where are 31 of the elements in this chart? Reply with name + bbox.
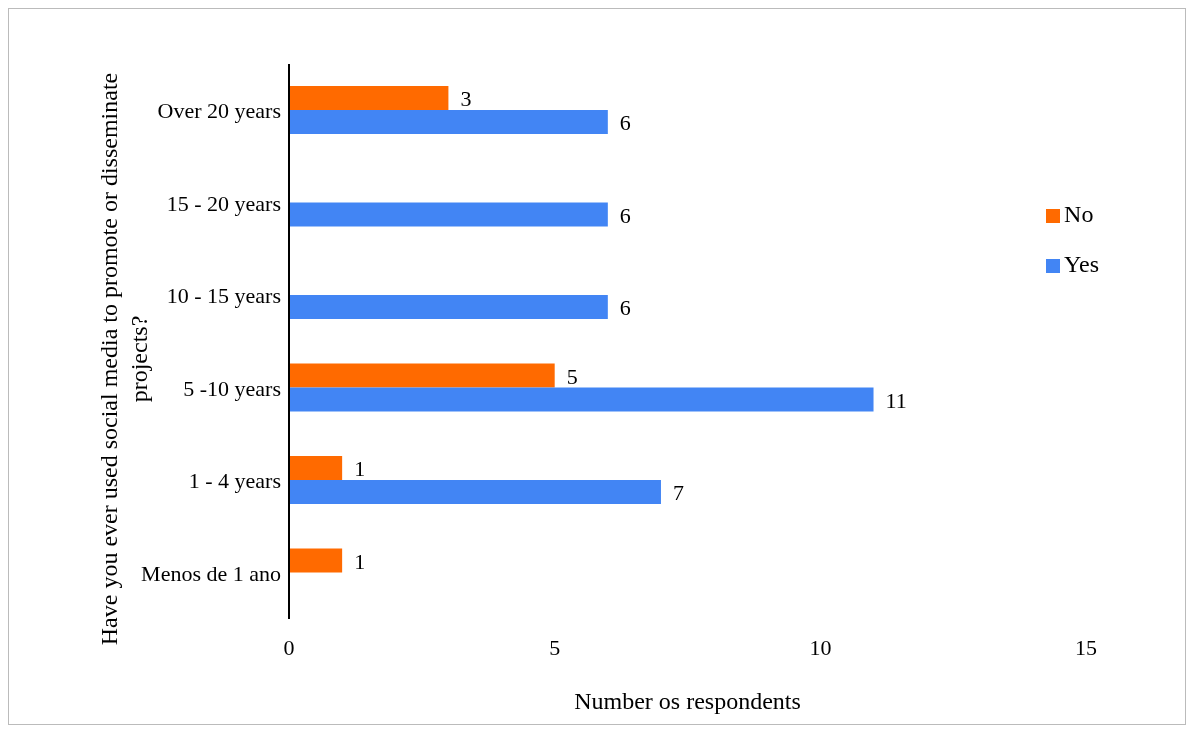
data-label: 11	[885, 387, 907, 413]
y-tick-label: 10 - 15 years	[166, 283, 281, 309]
legend-label: No	[1064, 201, 1094, 227]
legend-label: Yes	[1064, 251, 1099, 277]
x-tick-label: 10	[809, 634, 832, 660]
data-label: 5	[566, 363, 578, 389]
data-label: 3	[460, 86, 472, 111]
x-axis-title: Number os respondents	[574, 688, 801, 714]
y-tick-label: 1 - 4 years	[188, 468, 281, 494]
bar	[289, 202, 608, 227]
bar	[289, 295, 608, 319]
x-tick-label: 15	[1075, 634, 1098, 660]
bar	[289, 110, 608, 134]
bar	[289, 480, 661, 504]
data-label: 7	[672, 480, 684, 505]
bar	[289, 86, 449, 110]
data-label: 6	[619, 202, 631, 228]
data-label: 1	[354, 456, 366, 481]
bar	[289, 548, 343, 573]
x-tick-label: 5	[549, 634, 561, 660]
y-tick-label: Menos de 1 ano	[141, 560, 281, 586]
y-tick-label: 5 -10 years	[183, 375, 281, 401]
bar	[289, 363, 555, 388]
y-tick-label: Over 20 years	[157, 98, 281, 124]
bar	[289, 456, 343, 480]
y-tick-label: 15 - 20 years	[166, 190, 281, 216]
data-label: 6	[619, 110, 631, 135]
data-label: 6	[619, 295, 631, 320]
data-label: 1	[354, 548, 366, 574]
x-tick-label: 0	[283, 634, 295, 660]
bar	[289, 387, 874, 412]
